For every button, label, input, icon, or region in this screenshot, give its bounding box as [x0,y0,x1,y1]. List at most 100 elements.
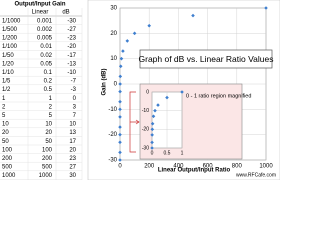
table-cell: 500 [2,165,13,171]
x-tick-label: 200 [144,164,155,170]
data-point [151,114,156,119]
y-tick-label: -10 [142,108,149,114]
data-point [121,49,125,53]
y-tick-label: -20 [142,127,149,133]
data-point [118,125,122,129]
data-point [150,127,155,132]
table-cell: 2 [49,104,53,110]
magnify-bracket [129,91,140,153]
table-cell: 27 [69,165,76,171]
table-cell: 20 [2,130,9,136]
data-point [118,132,122,137]
x-axis-label: Linear Output/Input Ratio [158,168,231,174]
x-tick-label: 1000 [259,164,273,170]
table-cell: 1/200 [2,36,18,42]
data-point [191,13,195,18]
table-cell: -10 [67,70,76,76]
data-point [118,89,122,94]
table-cell: 17 [69,139,76,145]
table-cell: 30 [69,173,76,179]
x-tick-label: 800 [232,164,243,170]
table-cell: 0.001 [37,18,53,24]
table-cell: 1/20 [2,61,14,67]
table-cell: -23 [67,36,76,42]
table-cell: 1/1000 [2,18,21,24]
table-cell: 20 [69,147,76,153]
table-cell: 1000 [39,173,53,179]
table-cell: 0 [73,96,77,102]
data-point [118,140,122,145]
y-tick-label: 0 [146,89,149,95]
table-cell: 7 [73,113,77,119]
table-cell: -20 [67,44,76,50]
table-cell: 3 [73,104,77,110]
table-cell: 50 [2,139,9,145]
data-point [153,108,157,113]
y-tick-label: -10 [108,107,117,113]
table-cell: -7 [71,79,77,85]
data-point [150,146,154,150]
data-point [150,140,154,145]
screen: Output/Input Gain Linear dB -30-20-10010… [0,0,280,180]
table-cell: 13 [69,130,76,136]
data-point [118,99,122,104]
data-point [165,95,169,100]
data-point [119,56,124,61]
column-header: dB [62,10,69,16]
data-point [147,23,151,28]
data-point [132,31,137,36]
table-cell: 10 [45,122,52,128]
column-header: Linear [32,10,49,16]
data-point [118,158,122,162]
table-cell: 500 [42,165,53,171]
table-cell: 1/100 [2,44,18,50]
table-cell: 23 [69,156,76,162]
data-point [118,150,122,155]
table-cell: 0.05 [40,61,52,67]
table-cell: 0.01 [40,44,52,50]
y-tick-label: -20 [108,132,117,138]
table-cell: -30 [67,18,76,24]
title-box [139,49,273,69]
data-point [118,115,122,119]
data-point [118,74,123,79]
data-point [150,133,154,137]
table-cell: 5 [2,113,6,119]
table-cell: 1/2 [2,87,11,93]
data-point [118,107,122,112]
table-cell: -17 [67,53,76,59]
table-cell: 1 [49,96,53,102]
table-cell: 2 [2,104,6,110]
data-point [118,82,122,86]
y-tick-label: 30 [110,6,117,12]
data-point [125,39,130,43]
table-cell: 0.02 [40,53,52,59]
table-cell: 1/5 [2,79,11,85]
watermark: www.RFCafe.com [236,172,276,178]
table-cell: 10 [69,122,76,128]
data-point [150,121,155,126]
table-cell: 50 [45,139,52,145]
table-cell: 200 [42,156,53,162]
table-cell: 1/50 [2,53,14,59]
table-cell: 0.5 [44,87,53,93]
table-cell: 20 [45,130,52,136]
data-point [156,103,160,107]
inset-chart: -30 -20 -10 0 0 0.5 1 [142,89,184,156]
table-title: Output/Input Gain [15,2,66,8]
table-cell: 1 [2,96,6,102]
x-tick-label: 400 [173,164,184,170]
x-tick-label: 0 [151,150,154,156]
y-tick-label: 10 [110,56,117,62]
y-tick-label: 0 [114,82,118,88]
data-point [180,90,184,94]
x-tick-label: 0.5 [164,150,171,156]
y-tick-label: -30 [108,158,117,164]
table-cell: 10 [2,122,9,128]
x-tick-label: 600 [203,164,214,170]
table-cell: 100 [2,147,13,153]
table-cell: 1/500 [2,27,18,33]
table-cell: 0.2 [44,79,53,85]
table-cell: 200 [2,156,13,162]
y-tick-label: 20 [110,31,117,37]
